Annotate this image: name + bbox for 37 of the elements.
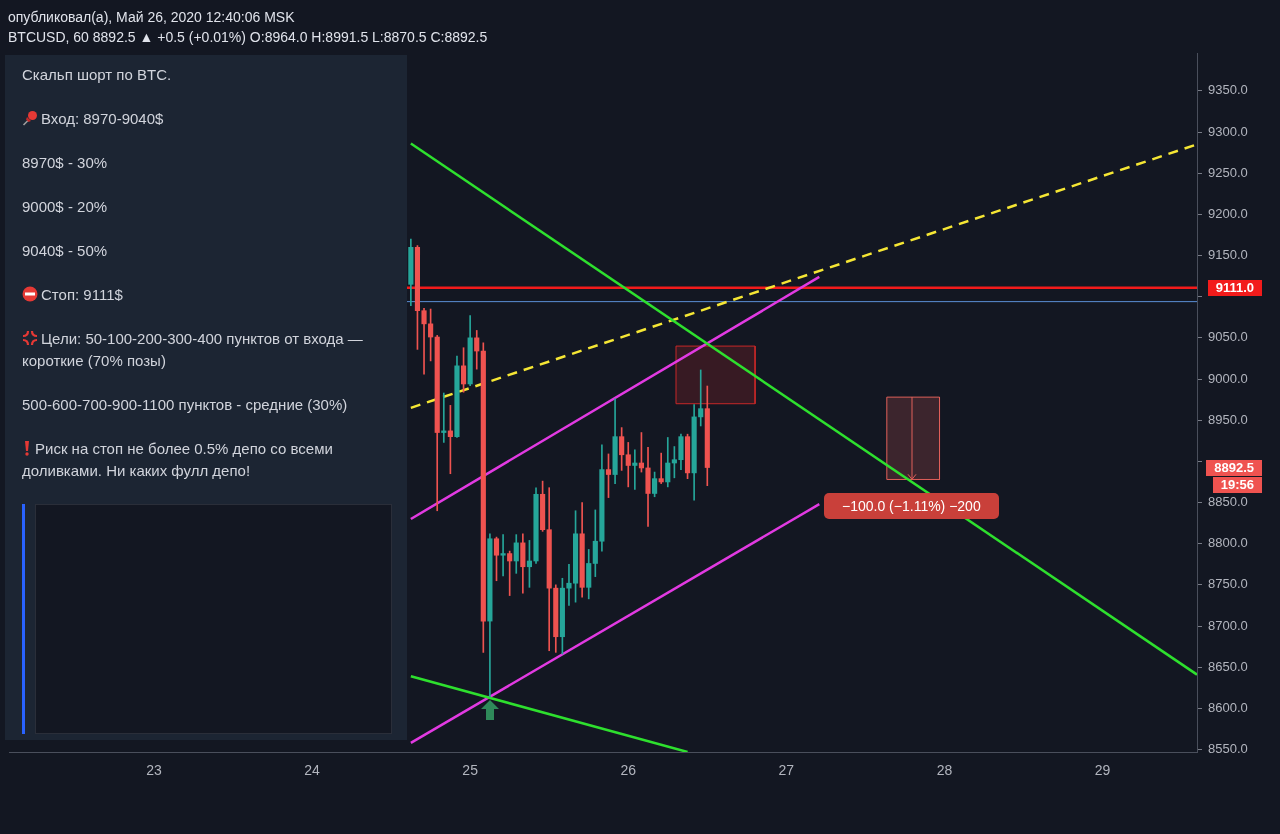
y-tick-label: 9300.0 <box>1208 123 1248 139</box>
y-tick-label: 9150.0 <box>1208 247 1248 263</box>
annotation: 8970$ - 30% <box>22 154 108 171</box>
annotation: Стоп: 9111$ <box>41 286 123 303</box>
annotation: Вход: 8970-9040$ <box>41 110 164 127</box>
y-tick-label: 8850.0 <box>1208 494 1248 510</box>
x-tick-label: 29 <box>1094 762 1111 779</box>
text: 19:56 <box>1212 476 1262 493</box>
y-tick-label: 9200.0 <box>1208 205 1248 221</box>
annotation: Риск на стоп не более 0.5% депо со всеми доливками. Ни каких фулл депо! <box>22 440 333 479</box>
y-tick-label: 9250.0 <box>1208 164 1248 180</box>
x-tick-label: 26 <box>620 762 637 779</box>
x-tick-label: 24 <box>304 762 321 779</box>
annotation: Цели: 50-100-200-300-400 пунктов от входа — короткие (70% позы) <box>22 330 363 369</box>
y-tick-label: 8600.0 <box>1208 699 1248 715</box>
y-tick-label: 9000.0 <box>1208 370 1248 386</box>
chart-title: опубликовал(а), Май 26, 2020 12:40:06 MSK <box>8 8 295 26</box>
x-tick-label: 27 <box>778 762 795 779</box>
x-tick-label: 25 <box>462 762 479 779</box>
annotation: 9000$ - 20% <box>22 198 108 215</box>
annotation: 500-600-700-900-1100 пунктов - средние (30%) <box>22 396 348 413</box>
annotation: 9040$ - 50% <box>22 242 108 259</box>
y-tick-label: 9350.0 <box>1208 82 1248 98</box>
y-tick-label: 9050.0 <box>1208 329 1248 345</box>
x-tick-label: 28 <box>936 762 953 779</box>
chart-subtitle: BTCUSD, 60 8892.5 ▲ +0.5 (+0.01%) O:8964.0 H:8991.5 L:8870.5 C:8892.5 <box>8 28 488 46</box>
y-tick-label: 8800.0 <box>1208 535 1248 551</box>
ref-line-label: 9111.0 <box>1207 279 1262 296</box>
y-tick-label: 8750.0 <box>1208 576 1248 592</box>
x-tick-label: 23 <box>146 762 162 779</box>
annotation: Скальп шорт по BTC. <box>22 66 172 83</box>
y-tick-label: 8650.0 <box>1208 658 1248 674</box>
text: 8892.5 <box>1206 459 1262 476</box>
y-tick-label: 8950.0 <box>1208 411 1248 427</box>
y-tick-label: 8550.0 <box>1208 741 1248 757</box>
y-tick-label: 8700.0 <box>1208 617 1248 633</box>
annotation: −100.0 (−1.11%) −200 <box>824 493 999 520</box>
